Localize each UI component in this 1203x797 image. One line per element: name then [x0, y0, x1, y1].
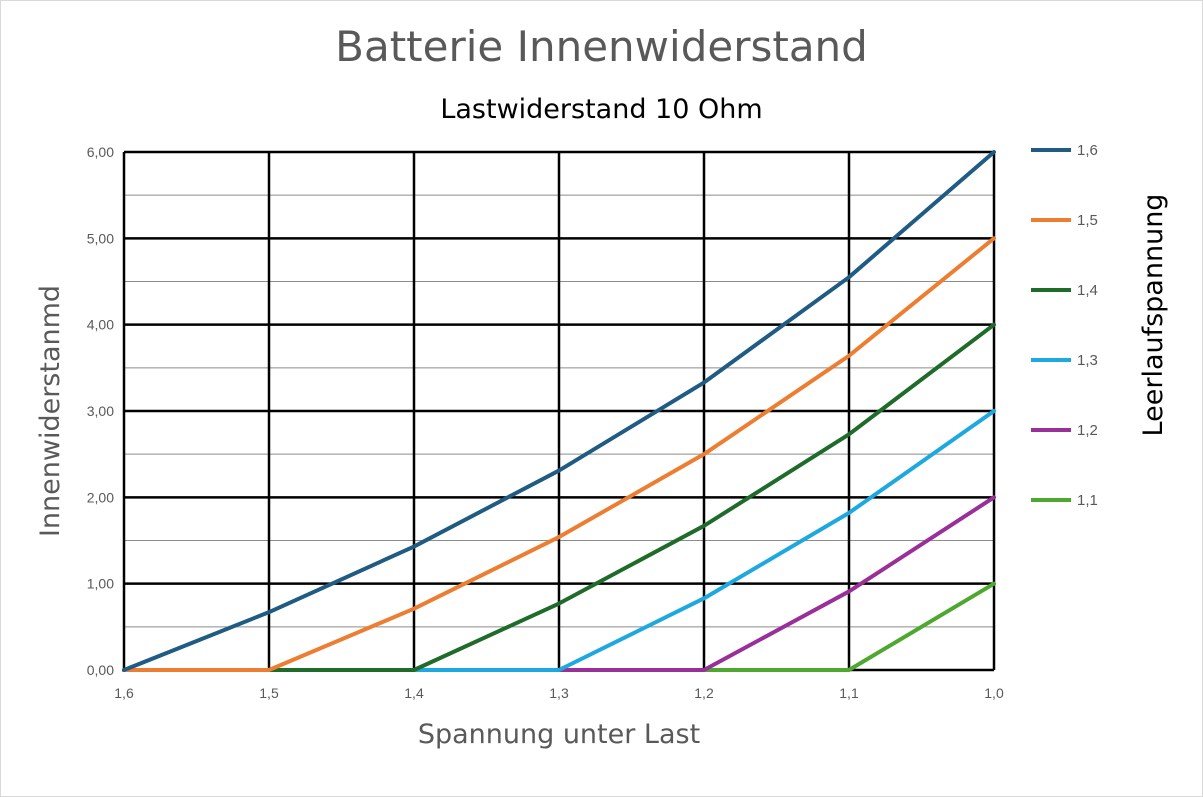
chart-subtitle: Lastwiderstand 10 Ohm — [440, 94, 763, 125]
legend-entry-label: 1,4 — [1077, 282, 1098, 299]
x-tick-label: 1,1 — [839, 685, 859, 701]
y-tick-label: 5,00 — [87, 230, 114, 246]
series-line-1-6 — [122, 150, 996, 672]
x-axis-ticks: 1,6 1,5 1,4 1,3 1,2 1,1 1,0 — [114, 685, 1004, 701]
x-tick-label: 1,2 — [694, 685, 714, 701]
series-line-1-5 — [122, 236, 996, 672]
legend-entry-label: 1,5 — [1077, 212, 1098, 229]
series-lines — [122, 150, 996, 672]
legend-entry-label: 1,3 — [1077, 352, 1098, 369]
major-gridlines — [122, 150, 996, 672]
x-tick-label: 1,5 — [259, 685, 279, 701]
legend-entry-label: 1,2 — [1077, 422, 1098, 439]
x-tick-label: 1,3 — [549, 685, 569, 701]
y-tick-label: 1,00 — [87, 576, 114, 592]
x-tick-label: 1,4 — [404, 685, 424, 701]
y-tick-label: 4,00 — [87, 317, 114, 333]
x-axis-label: Spannung unter Last — [418, 719, 700, 750]
legend-title: Leerlaufspannung — [1138, 194, 1169, 437]
y-tick-label: 2,00 — [87, 489, 114, 505]
y-tick-label: 6,00 — [87, 144, 114, 160]
x-tick-label: 1,6 — [114, 685, 134, 701]
legend-entry-label: 1,6 — [1077, 142, 1098, 159]
chart-title: Batterie Innenwiderstand — [335, 22, 868, 71]
y-axis-ticks: 0,00 1,00 2,00 3,00 4,00 5,00 6,00 — [87, 144, 114, 678]
y-tick-label: 0,00 — [87, 662, 114, 678]
legend: 1,6 1,5 1,4 1,3 1,2 1,1 — [1031, 142, 1098, 509]
legend-entry-label: 1,1 — [1077, 492, 1098, 509]
x-tick-label: 1,0 — [984, 685, 1004, 701]
y-axis-label: Innenwiderstanmd — [35, 285, 66, 537]
y-tick-label: 3,00 — [87, 403, 114, 419]
